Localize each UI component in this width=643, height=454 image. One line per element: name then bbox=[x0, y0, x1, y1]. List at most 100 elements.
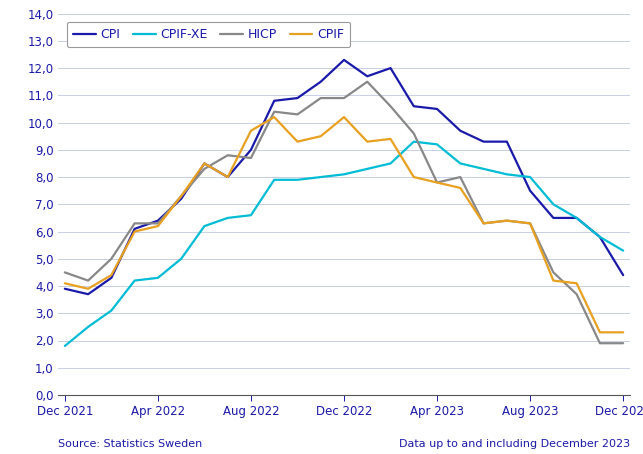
CPIF bbox=[154, 223, 162, 229]
CPIF bbox=[410, 174, 418, 180]
HICP bbox=[596, 340, 604, 346]
HICP bbox=[294, 112, 302, 117]
CPIF bbox=[386, 136, 394, 142]
CPI bbox=[573, 215, 581, 221]
Legend: CPI, CPIF-XE, HICP, CPIF: CPI, CPIF-XE, HICP, CPIF bbox=[67, 22, 350, 47]
CPI bbox=[457, 128, 464, 133]
CPI bbox=[503, 139, 511, 144]
HICP bbox=[84, 278, 92, 283]
CPIF-XE bbox=[270, 177, 278, 183]
CPI bbox=[201, 161, 208, 166]
CPI bbox=[596, 234, 604, 240]
CPIF-XE bbox=[107, 308, 115, 313]
HICP bbox=[201, 166, 208, 172]
CPIF bbox=[317, 133, 325, 139]
CPIF bbox=[596, 330, 604, 335]
CPI bbox=[433, 106, 441, 112]
CPIF-XE bbox=[61, 343, 69, 349]
HICP bbox=[480, 221, 487, 226]
CPI bbox=[363, 74, 371, 79]
CPIF bbox=[247, 128, 255, 133]
CPI bbox=[154, 218, 162, 223]
HICP bbox=[433, 180, 441, 185]
CPIF-XE bbox=[340, 172, 348, 177]
Line: CPIF: CPIF bbox=[65, 117, 623, 332]
HICP bbox=[247, 155, 255, 161]
CPIF bbox=[84, 286, 92, 291]
CPIF bbox=[61, 281, 69, 286]
CPIF bbox=[433, 180, 441, 185]
CPIF bbox=[107, 272, 115, 278]
CPIF-XE bbox=[433, 142, 441, 147]
CPIF bbox=[177, 193, 185, 199]
CPI bbox=[177, 196, 185, 202]
CPI bbox=[619, 272, 627, 278]
HICP bbox=[386, 104, 394, 109]
Text: Data up to and including December 2023: Data up to and including December 2023 bbox=[399, 439, 630, 449]
CPIF bbox=[201, 161, 208, 166]
CPIF-XE bbox=[224, 215, 231, 221]
CPIF-XE bbox=[317, 174, 325, 180]
CPIF-XE bbox=[363, 166, 371, 172]
CPIF bbox=[131, 229, 138, 234]
CPIF bbox=[619, 330, 627, 335]
HICP bbox=[550, 270, 557, 275]
CPIF-XE bbox=[177, 256, 185, 262]
HICP bbox=[526, 221, 534, 226]
Line: CPIF-XE: CPIF-XE bbox=[65, 142, 623, 346]
HICP bbox=[107, 256, 115, 262]
CPIF-XE bbox=[550, 202, 557, 207]
CPIF-XE bbox=[619, 248, 627, 253]
CPIF-XE bbox=[410, 139, 418, 144]
CPI bbox=[131, 226, 138, 232]
CPIF-XE bbox=[596, 234, 604, 240]
HICP bbox=[619, 340, 627, 346]
HICP bbox=[573, 291, 581, 297]
HICP bbox=[363, 79, 371, 84]
CPIF bbox=[480, 221, 487, 226]
CPI bbox=[410, 104, 418, 109]
CPIF bbox=[270, 114, 278, 120]
CPIF-XE bbox=[573, 215, 581, 221]
CPI bbox=[294, 95, 302, 101]
CPI bbox=[107, 275, 115, 281]
CPI bbox=[340, 57, 348, 63]
CPI bbox=[480, 139, 487, 144]
HICP bbox=[131, 221, 138, 226]
HICP bbox=[503, 218, 511, 223]
CPIF-XE bbox=[247, 212, 255, 218]
CPIF bbox=[526, 221, 534, 226]
CPIF-XE bbox=[294, 177, 302, 183]
CPIF-XE bbox=[154, 275, 162, 281]
CPI bbox=[317, 79, 325, 84]
CPI bbox=[270, 98, 278, 104]
HICP bbox=[340, 95, 348, 101]
HICP bbox=[457, 174, 464, 180]
Line: CPI: CPI bbox=[65, 60, 623, 294]
CPIF bbox=[550, 278, 557, 283]
CPIF bbox=[503, 218, 511, 223]
CPI bbox=[526, 188, 534, 193]
CPIF bbox=[294, 139, 302, 144]
CPI bbox=[247, 147, 255, 153]
CPIF-XE bbox=[526, 174, 534, 180]
HICP bbox=[224, 153, 231, 158]
CPIF-XE bbox=[201, 223, 208, 229]
CPI bbox=[224, 174, 231, 180]
CPIF bbox=[573, 281, 581, 286]
CPIF bbox=[340, 114, 348, 120]
CPIF bbox=[224, 174, 231, 180]
HICP bbox=[154, 221, 162, 226]
HICP bbox=[317, 95, 325, 101]
CPI bbox=[61, 286, 69, 291]
CPI bbox=[84, 291, 92, 297]
CPIF-XE bbox=[84, 324, 92, 330]
CPI bbox=[550, 215, 557, 221]
CPI bbox=[386, 65, 394, 71]
HICP bbox=[410, 131, 418, 136]
CPIF-XE bbox=[457, 161, 464, 166]
CPIF-XE bbox=[131, 278, 138, 283]
Text: Source: Statistics Sweden: Source: Statistics Sweden bbox=[58, 439, 202, 449]
HICP bbox=[177, 193, 185, 199]
CPIF-XE bbox=[503, 172, 511, 177]
